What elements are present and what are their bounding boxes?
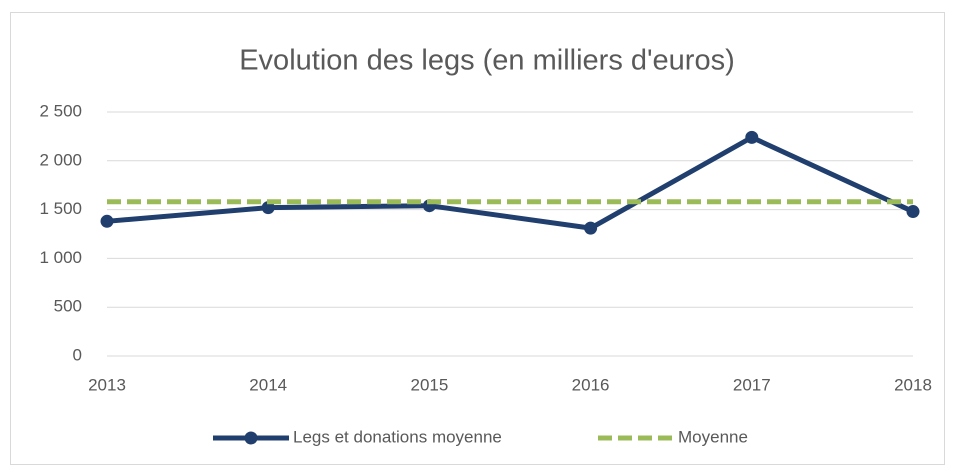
point [745, 130, 759, 144]
chart-title: Evolution des legs (en milliers d'euros) [239, 45, 735, 77]
series-line [106, 134, 915, 231]
point [584, 221, 598, 235]
x-tick-label: 2018 [894, 375, 932, 394]
point [261, 201, 275, 215]
x-tick-label: 2016 [572, 375, 610, 394]
y-tick-label: 2 500 [39, 101, 82, 120]
legend-marker [244, 431, 258, 445]
point [100, 214, 114, 228]
y-tick-label: 500 [54, 297, 82, 316]
x-tick-label: 2014 [249, 375, 287, 394]
y-tick-label: 1 000 [39, 248, 82, 267]
chart-border [10, 12, 945, 465]
x-tick-label: 2017 [733, 375, 771, 394]
legend-label: Moyenne [678, 427, 748, 446]
y-tick-label: 0 [73, 345, 82, 364]
legend-label: Legs et donations moyenne [293, 427, 502, 446]
x-tick-label: 2015 [410, 375, 448, 394]
y-tick-label: 1 500 [39, 199, 82, 218]
x-tick-label: 2013 [88, 375, 126, 394]
point [906, 205, 920, 219]
y-tick-label: 2 000 [39, 150, 82, 169]
